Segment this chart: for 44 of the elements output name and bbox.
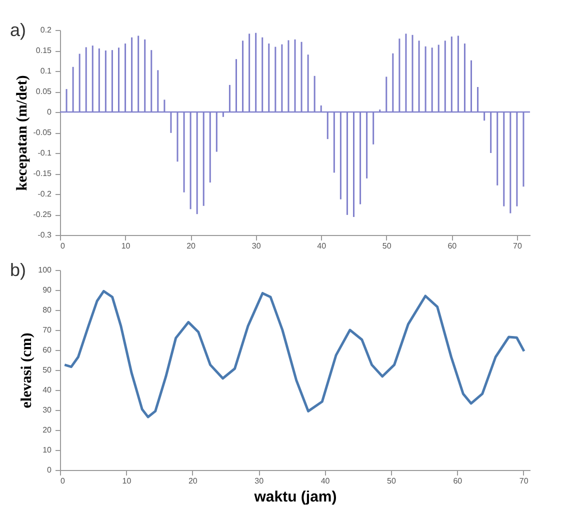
x-tick-label: 10: [122, 476, 132, 486]
y-tick-label: 0: [47, 466, 52, 474]
x-tick-label: 50: [382, 242, 392, 250]
x-tick-label: 30: [254, 476, 264, 486]
y-tick-label: 0.15: [36, 46, 52, 55]
y-tick-label: 20: [42, 426, 52, 434]
x-tick-label: 0: [60, 476, 66, 486]
y-axis-title: elevasi (cm): [19, 332, 36, 408]
x-tick-label: 60: [453, 476, 463, 486]
x-tick-label: 40: [317, 242, 327, 250]
line-series: [63, 290, 526, 418]
y-tick-label: 10: [42, 446, 52, 454]
x-tick-label: 50: [387, 476, 396, 486]
x-tick-label: 60: [448, 242, 458, 250]
y-tick-label: 0.05: [36, 87, 52, 96]
y-tick-label: 50: [42, 366, 52, 374]
text: a): [10, 20, 26, 40]
y-tick-label: -0.15: [33, 169, 52, 178]
x-tick-label: 20: [188, 476, 198, 486]
y-tick-label: 0.1: [40, 66, 52, 76]
x-tick-label: 40: [320, 476, 330, 486]
x-tick-label: 70: [519, 476, 529, 486]
y-tick-label: 40: [42, 386, 52, 394]
y-tick-label: -0.1: [38, 148, 52, 158]
y-tick-label: 30: [42, 406, 52, 414]
y-tick-label: -0.3: [38, 230, 52, 240]
y-tick-label: -0.25: [33, 210, 52, 219]
y-tick-label: 70: [42, 326, 52, 334]
y-tick-label: -0.05: [33, 128, 52, 137]
y-tick-label: 0: [47, 108, 52, 116]
x-tick-label: 0: [60, 242, 66, 250]
y-tick-label: 60: [42, 346, 52, 354]
x-tick-label: 70: [512, 242, 522, 250]
x-tick-label: 20: [186, 242, 196, 250]
y-tick-label: 100: [38, 266, 52, 274]
text: b): [10, 260, 26, 280]
y-tick-label: -0.2: [38, 190, 52, 198]
y-tick-label: 90: [42, 286, 52, 294]
x-tick-label: 10: [121, 242, 131, 250]
y-tick-label: 80: [42, 306, 52, 314]
x-axis-title: waktu (jam): [253, 488, 337, 506]
x-tick-label: 30: [252, 242, 262, 250]
y-axis-title: kecepatan (m/det): [14, 75, 30, 191]
y-tick-label: 0.2: [40, 26, 52, 34]
